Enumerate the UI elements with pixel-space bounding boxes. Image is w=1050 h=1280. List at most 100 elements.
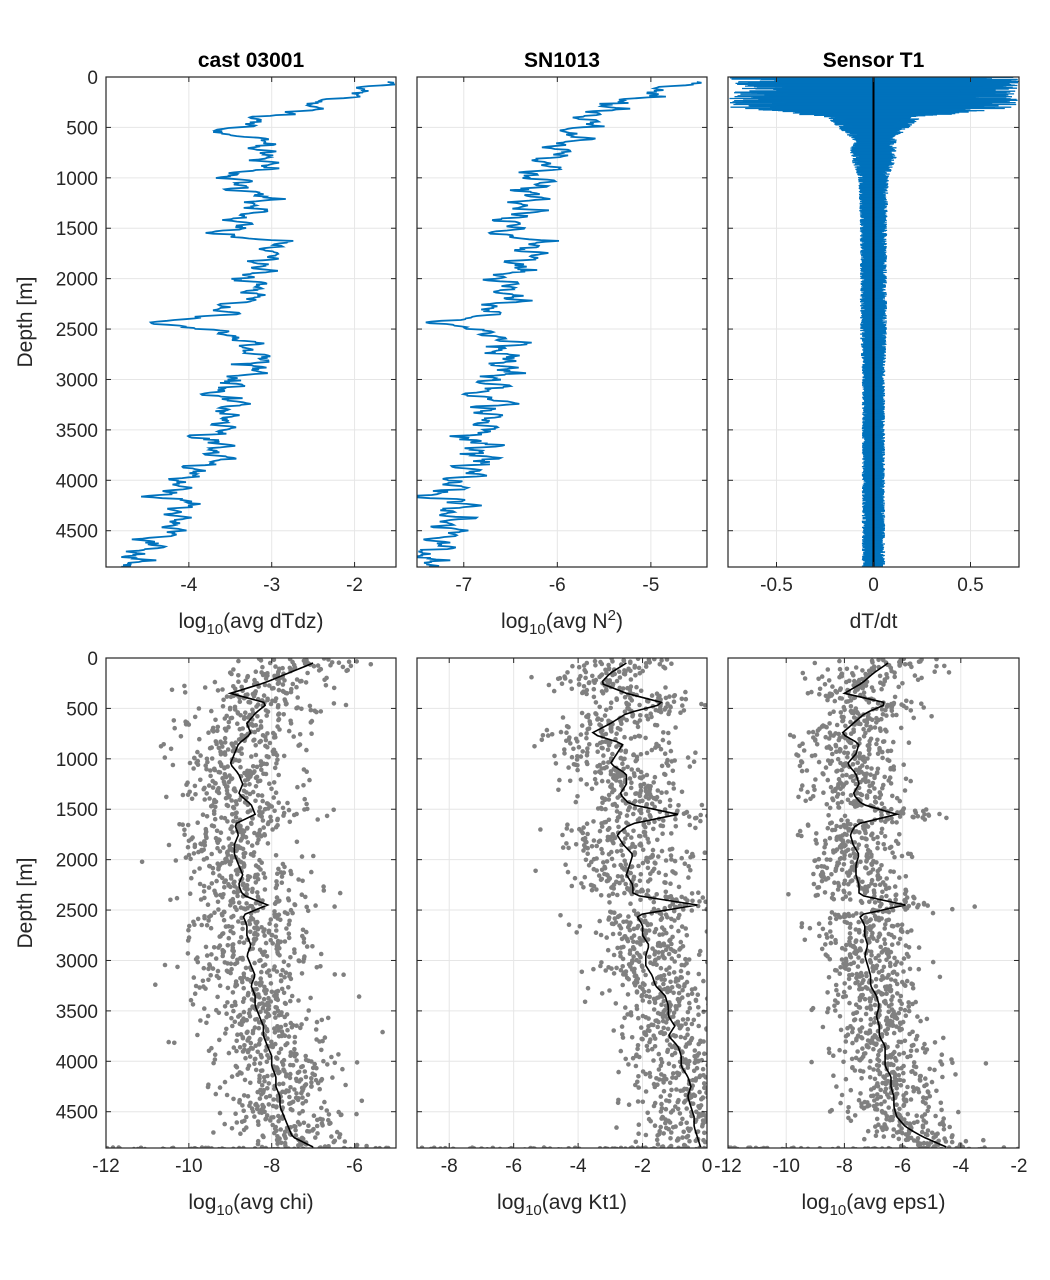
- scatter-point: [611, 932, 616, 937]
- scatter-point: [220, 954, 225, 959]
- y-tick-label: 3000: [56, 370, 98, 391]
- scatter-point: [206, 1014, 211, 1019]
- scatter-point: [268, 741, 273, 746]
- scatter-point: [277, 953, 282, 958]
- scatter-point: [252, 961, 257, 966]
- scatter-point: [273, 901, 278, 906]
- scatter-point: [714, 1062, 719, 1067]
- scatter-point: [293, 1054, 298, 1059]
- scatter-point: [662, 707, 667, 712]
- scatter-point: [586, 715, 591, 720]
- scatter-point: [639, 776, 644, 781]
- scatter-point: [735, 1070, 740, 1075]
- scatter-point: [298, 732, 303, 737]
- scatter-point: [635, 990, 640, 995]
- scatter-point: [355, 1060, 360, 1065]
- scatter-point: [306, 1123, 311, 1128]
- scatter-point: [669, 749, 674, 754]
- scatter-point: [583, 875, 588, 880]
- scatter-point: [276, 800, 281, 805]
- scatter-point: [657, 870, 662, 875]
- scatter-point: [698, 813, 703, 818]
- scatter-point: [552, 754, 557, 759]
- scatter-point: [680, 1117, 685, 1122]
- scatter-point: [582, 663, 587, 668]
- scatter-point: [568, 679, 573, 684]
- scatter-point: [609, 729, 614, 734]
- scatter-point: [681, 1130, 686, 1135]
- scatter-point: [319, 709, 324, 714]
- scatter-point: [699, 1097, 704, 1102]
- scatter-point: [348, 1147, 353, 1152]
- scatter-point: [225, 1093, 230, 1098]
- scatter-point: [570, 884, 575, 889]
- scatter-point: [635, 1007, 640, 1012]
- scatter-point: [591, 819, 596, 824]
- scatter-point: [272, 809, 277, 814]
- scatter-point: [341, 665, 346, 670]
- scatter-point: [720, 940, 725, 945]
- scatter-point: [585, 753, 590, 758]
- x-tick-label: -3: [263, 575, 280, 596]
- scatter-point: [294, 1058, 299, 1063]
- scatter-point: [203, 685, 208, 690]
- scatter-point: [728, 901, 733, 906]
- scatter-point: [274, 886, 279, 891]
- scatter-point: [282, 1015, 287, 1020]
- scatter-point: [304, 1017, 309, 1022]
- scatter-point: [632, 774, 637, 779]
- scatter-point: [322, 678, 327, 683]
- scatter-point: [633, 759, 638, 764]
- scatter-point: [222, 766, 227, 771]
- scatter-point: [646, 866, 651, 871]
- scatter-point: [295, 695, 300, 700]
- scatter-point: [636, 1131, 641, 1136]
- scatter-point: [712, 1054, 717, 1059]
- scatter-point: [175, 896, 180, 901]
- scatter-point: [615, 893, 620, 898]
- scatter-point: [287, 808, 292, 813]
- scatter-point: [268, 973, 273, 978]
- scatter-point: [633, 806, 638, 811]
- scatter-point: [282, 975, 287, 980]
- scatter-point: [737, 904, 742, 909]
- scatter-point: [224, 1027, 229, 1032]
- scatter-point: [242, 717, 247, 722]
- scatter-point: [274, 790, 279, 795]
- scatter-point: [281, 813, 286, 818]
- scatter-point: [645, 751, 650, 756]
- scatter-point: [328, 663, 333, 668]
- scatter-point: [284, 702, 289, 707]
- scatter-point: [207, 1049, 212, 1054]
- p3-xlabel: dT/dt: [850, 610, 898, 633]
- scatter-point: [680, 790, 685, 795]
- scatter-point: [228, 707, 233, 712]
- scatter-point: [660, 831, 665, 836]
- scatter-point: [687, 814, 692, 819]
- scatter-point: [236, 679, 241, 684]
- scatter-point: [593, 770, 598, 775]
- scatter-point: [659, 1102, 664, 1107]
- y-axis-label: Depth [m]: [14, 857, 37, 948]
- scatter-point: [294, 685, 299, 690]
- scatter-point: [214, 893, 219, 898]
- scatter-point: [597, 705, 602, 710]
- scatter-point: [214, 956, 219, 961]
- scatter-point: [213, 680, 218, 685]
- scatter-point: [254, 981, 259, 986]
- scatter-point: [261, 964, 266, 969]
- scatter-point: [714, 1009, 719, 1014]
- scatter-point: [679, 856, 684, 861]
- scatter-point: [595, 764, 600, 769]
- scatter-point: [646, 1016, 651, 1021]
- scatter-point: [686, 971, 691, 976]
- scatter-point: [622, 891, 627, 896]
- scatter-point: [259, 1092, 264, 1097]
- scatter-point: [296, 1098, 301, 1103]
- scatter-point: [216, 725, 221, 730]
- scatter-point: [664, 1107, 669, 1112]
- scatter-point: [611, 841, 616, 846]
- scatter-point: [716, 1001, 721, 1006]
- scatter-point: [633, 983, 638, 988]
- scatter-point: [702, 1051, 707, 1056]
